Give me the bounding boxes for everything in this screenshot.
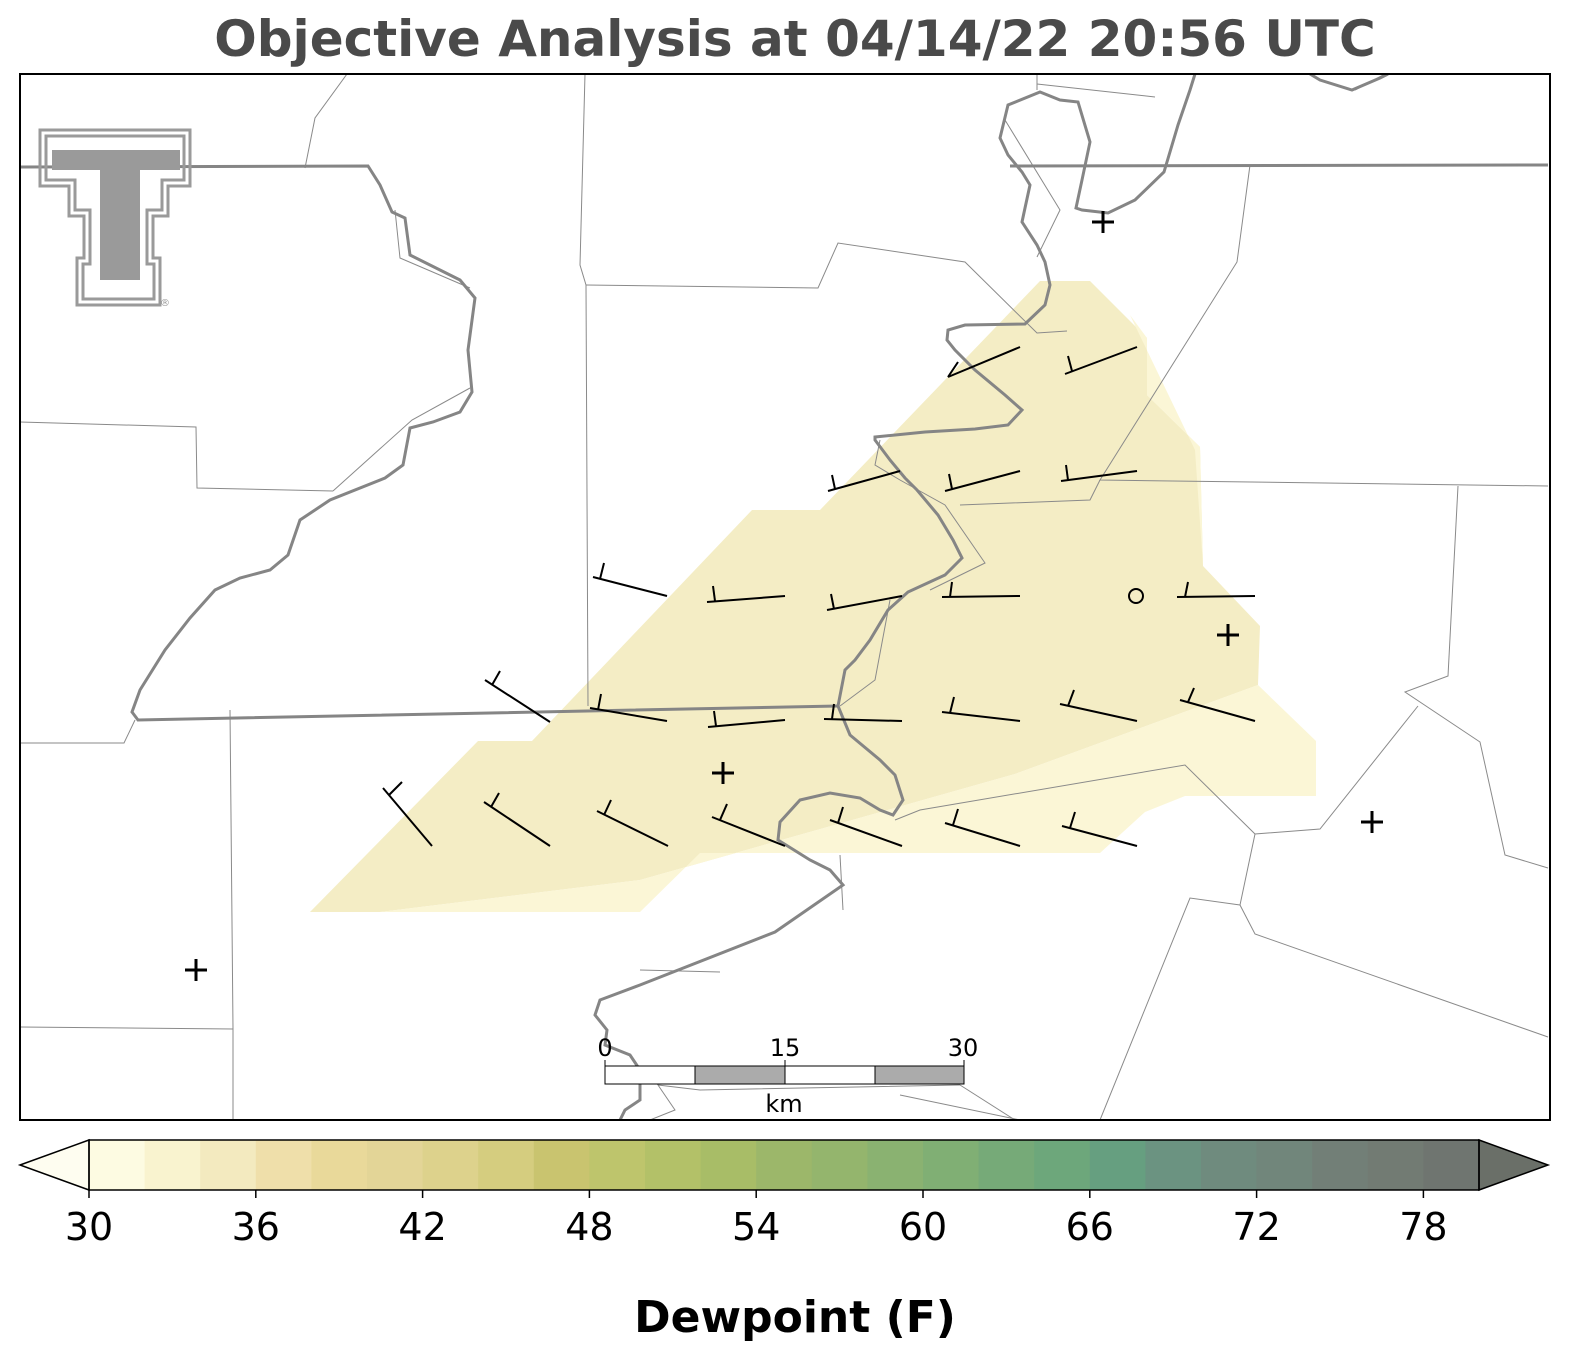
wind-barb [1179, 687, 1256, 722]
colorbar-cell [89, 1140, 146, 1190]
colorbar-ticks: 30 36 42 48 54 60 66 72 78 [65, 1190, 1448, 1249]
scale-tick-label: 15 [770, 1034, 801, 1062]
logo-registered-mark: ® [160, 298, 170, 309]
colorbar-cell [200, 1140, 257, 1190]
colorbar-cell [311, 1140, 368, 1190]
plus-marker [712, 762, 734, 784]
colorbar-cell [1256, 1140, 1313, 1190]
colorbar-tick-label: 60 [899, 1205, 947, 1249]
wind-barb [711, 803, 786, 847]
colorbar-cell [367, 1140, 424, 1190]
colorbar-tick-label: 66 [1066, 1205, 1114, 1249]
map-title: Objective Analysis at 04/14/22 20:56 UTC [214, 10, 1376, 68]
colorbar-cell [756, 1140, 813, 1190]
colorbar-cell [1367, 1140, 1424, 1190]
wind-barb [1060, 464, 1138, 482]
colorbar: 30 36 42 48 54 60 66 72 78 [17, 1138, 1551, 1249]
plus-marker [1217, 624, 1239, 646]
colorbar-cell [144, 1140, 201, 1190]
calm-wind-circle-marker [1128, 588, 1144, 604]
dewpoint-region-32-east [1130, 315, 1203, 566]
wind-barb [827, 470, 901, 492]
colorbar-tick-label: 72 [1232, 1205, 1280, 1249]
scale-bar: 0 15 30 km [597, 1034, 978, 1118]
colorbar-tick-label: 54 [732, 1205, 780, 1249]
colorbar-cell [478, 1140, 535, 1190]
wind-barb [1176, 581, 1256, 598]
scale-unit-label: km [765, 1090, 802, 1118]
wind-barb [1059, 689, 1138, 722]
wind-barb [1061, 811, 1138, 847]
colorbar-cell [589, 1140, 646, 1190]
colorbar-cell [867, 1140, 924, 1190]
map-frame [19, 73, 1551, 1121]
colorbar-over-triangle [1478, 1138, 1551, 1192]
wind-barb [706, 585, 786, 603]
colorbar-tick-label: 36 [232, 1205, 280, 1249]
wind-barb [947, 346, 1021, 378]
colorbar-label: Dewpoint (F) [634, 1292, 956, 1343]
dewpoint-region-32 [380, 685, 1316, 912]
texas-tech-double-t-logo: ® [38, 128, 192, 309]
colorbar-cell [1201, 1140, 1258, 1190]
wind-barb [829, 806, 903, 847]
colorbar-cell [422, 1140, 479, 1190]
wind-barb [1064, 346, 1138, 375]
colorbar-cell [1312, 1140, 1369, 1190]
colorbar-cell [255, 1140, 312, 1190]
colorbar-cell [645, 1140, 702, 1190]
wind-barb [941, 696, 1021, 722]
wind-barb [944, 808, 1021, 847]
plus-marker [1361, 811, 1383, 833]
scale-tick-label: 30 [948, 1034, 979, 1062]
plus-marker [1092, 211, 1114, 233]
colorbar-cell [1145, 1140, 1202, 1190]
colorbar-cell [923, 1140, 980, 1190]
wind-barb [592, 562, 668, 597]
wind-barb [484, 670, 551, 723]
colorbar-cell [1089, 1140, 1146, 1190]
wind-barb [826, 593, 903, 611]
colorbar-tick-label: 42 [398, 1205, 446, 1249]
wind-barb [823, 703, 903, 722]
colorbar-cell [533, 1140, 590, 1190]
state-borders [20, 74, 1549, 1120]
scale-tick-label: 0 [597, 1034, 612, 1062]
wind-barb [596, 799, 669, 847]
wind-barb [483, 792, 551, 847]
colorbar-cell [811, 1140, 868, 1190]
wind-barb [707, 710, 786, 728]
wind-barbs [382, 346, 1256, 847]
plus-marker [185, 959, 207, 981]
colorbar-cell [700, 1140, 757, 1190]
wind-barb [589, 693, 668, 722]
colorbar-cell [1423, 1140, 1480, 1190]
colorbar-tick-label: 30 [65, 1205, 113, 1249]
wind-barb [944, 470, 1021, 492]
colorbar-under-triangle [17, 1138, 90, 1192]
wind-barb [382, 781, 433, 847]
wind-barb [941, 581, 1021, 598]
county-borders [20, 74, 1549, 1120]
station-markers [185, 211, 1383, 981]
colorbar-tick-label: 78 [1399, 1205, 1447, 1249]
colorbar-tick-label: 48 [565, 1205, 613, 1249]
colorbar-cells [89, 1140, 1480, 1190]
colorbar-cell [1034, 1140, 1091, 1190]
colorbar-cell [978, 1140, 1035, 1190]
